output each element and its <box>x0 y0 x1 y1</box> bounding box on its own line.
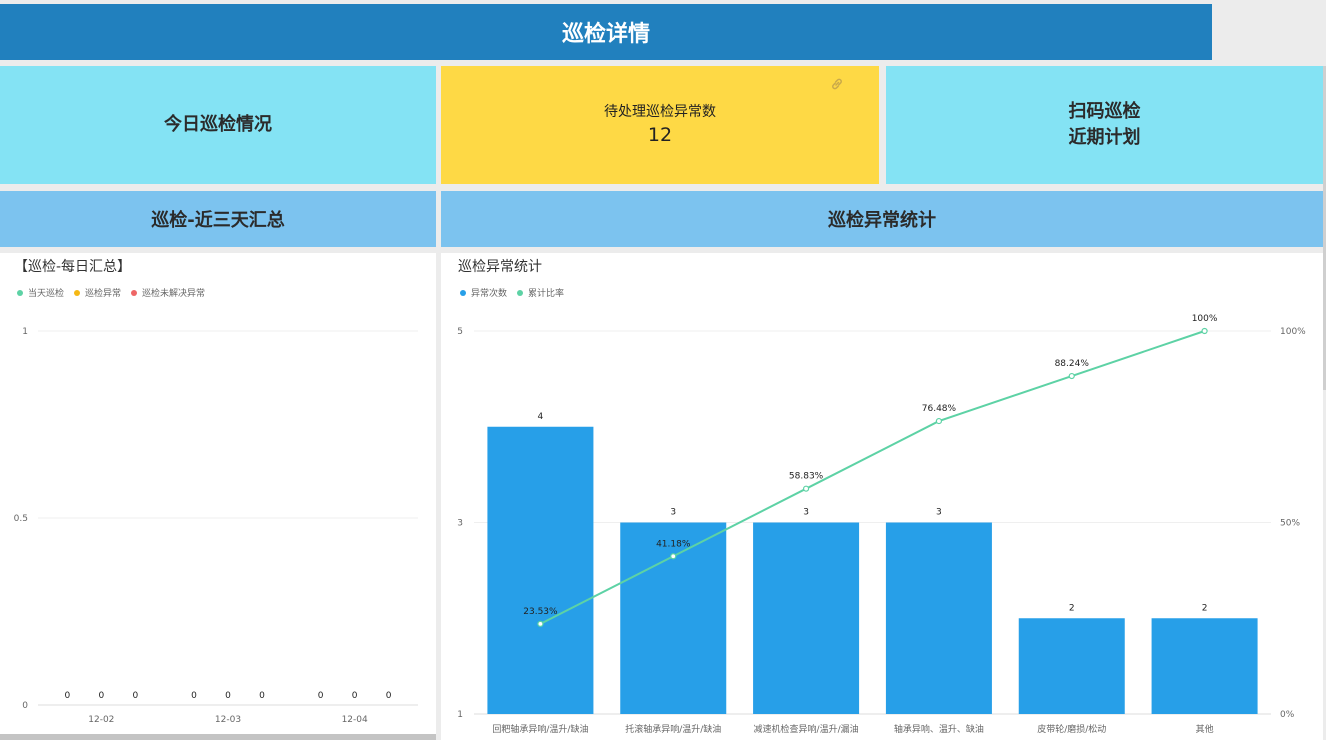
daily-summary-chart-panel: 【巡检-每日汇总】 当天巡检 巡检异常 巡检未解决异常 0 0.5 1 12-02 0 0… <box>0 253 436 740</box>
section-title: 巡检异常统计 <box>828 210 936 231</box>
legend-label: 异常次数 <box>471 289 508 299</box>
y-tick-label-right: 50% <box>1280 519 1300 529</box>
section-title: 巡检-近三天汇总 <box>151 210 285 231</box>
today-inspection-label: 今日巡检情况 <box>164 114 272 135</box>
x-tick-label: 12-04 <box>342 715 368 725</box>
chart-title: 【巡检-每日汇总】 <box>14 259 132 275</box>
legend-label: 巡检异常 <box>85 289 122 299</box>
y-tick-label: 0.5 <box>14 514 28 524</box>
x-tick-label: 12-03 <box>215 715 241 725</box>
daily-summary-chart: 0 0.5 1 12-02 0 0 0 12-03 0 0 0 12-04 0 0 0 <box>14 327 418 725</box>
y-tick-label-right: 100% <box>1280 327 1306 337</box>
legend-label: 当天巡检 <box>28 289 65 299</box>
line-point <box>670 553 677 560</box>
x-tick-label: 回粑轴承异响/温升/缺油 <box>492 723 588 735</box>
data-label: 0 <box>318 691 324 701</box>
legend-item[interactable]: 巡检异常 <box>74 286 121 299</box>
pending-abnormal-count: 12 <box>647 124 673 146</box>
legend-item[interactable]: 当天巡检 <box>17 286 64 299</box>
legend-dot-icon <box>131 289 138 296</box>
scan-plan-tile[interactable]: 扫码巡检 近期计划 <box>886 66 1323 184</box>
page-title: 巡检详情 <box>0 4 1212 60</box>
y-tick-label: 1 <box>22 327 28 337</box>
pending-abnormal-tile[interactable]: 待处理巡检异常数 12 <box>441 66 879 184</box>
legend-dot-icon <box>17 289 23 296</box>
link-icon[interactable] <box>829 74 845 90</box>
chart-bar <box>885 522 992 714</box>
vertical-scrollbar[interactable] <box>1323 66 1326 390</box>
data-label: 0 <box>191 691 197 701</box>
line-value-label: 41.18% <box>656 539 691 549</box>
abnormal-stats-chart: 1350%50%100%4回粑轴承异响/温升/缺油3托滚轴承异响/温升/缺油3减… <box>457 314 1306 735</box>
line-value-label: 100% <box>1192 314 1218 324</box>
y-tick-label: 0 <box>22 701 28 711</box>
bar-value-label: 4 <box>538 412 544 422</box>
line-point <box>537 620 544 627</box>
y-tick-label-left: 1 <box>457 710 463 720</box>
today-inspection-tile[interactable]: 今日巡检情况 <box>0 66 436 184</box>
horizontal-scrollbar[interactable] <box>0 734 436 740</box>
pending-abnormal-label: 待处理巡检异常数 <box>604 104 716 120</box>
legend-label: 巡检未解决异常 <box>142 289 206 299</box>
bar-value-label: 3 <box>803 508 809 518</box>
data-label: 0 <box>225 691 231 701</box>
bar-value-label: 3 <box>936 508 942 518</box>
section-header-three-day-summary: 巡检-近三天汇总 <box>0 191 436 247</box>
line-point <box>1068 372 1075 380</box>
chart-bar <box>1151 618 1258 714</box>
data-label: 0 <box>352 691 358 701</box>
x-tick-label: 托滚轴承异响/温升/缺油 <box>625 723 721 735</box>
x-tick-label: 轴承异响、温升、缺油 <box>894 723 984 735</box>
cumulative-ratio-line <box>539 330 1205 625</box>
recent-plan-label: 近期计划 <box>1068 127 1141 148</box>
bar-value-label: 3 <box>670 508 676 518</box>
y-tick-label-left: 3 <box>457 519 463 529</box>
data-label: 0 <box>259 691 265 701</box>
line-value-label: 76.48% <box>922 404 957 414</box>
line-point <box>802 485 810 492</box>
legend-dot-icon <box>74 289 81 296</box>
data-label: 0 <box>386 691 392 701</box>
chart-bar <box>1018 618 1125 714</box>
chart-bar <box>487 426 594 714</box>
section-header-abnormal-stats: 巡检异常统计 <box>441 191 1323 247</box>
x-tick-label: 其他 <box>1196 723 1214 735</box>
chart-bar <box>620 522 727 714</box>
x-tick-label: 12-02 <box>88 715 114 725</box>
legend-dot-icon <box>517 289 524 296</box>
y-tick-label-right: 0% <box>1280 710 1295 720</box>
legend-label: 累计比率 <box>528 289 565 299</box>
data-label: 0 <box>132 691 138 701</box>
abnormal-stats-chart-panel: 巡检异常统计 异常次数 累计比率 1 3 5 0% 50% 100% 4 回粑轴承异响/温升/… <box>441 253 1323 740</box>
line-point <box>935 417 943 425</box>
chart-legend: 当天巡检 巡检异常 巡检未解决异常 <box>17 286 205 299</box>
line-point <box>1201 327 1208 335</box>
line-value-label: 88.24% <box>1055 359 1090 369</box>
legend-dot-icon <box>460 289 466 296</box>
chart-legend: 异常次数 累计比率 <box>460 286 564 299</box>
chart-bar <box>753 522 860 714</box>
scan-inspection-label: 扫码巡检 <box>1068 101 1141 122</box>
data-label: 0 <box>98 691 104 701</box>
bar-value-label: 2 <box>1069 603 1075 613</box>
legend-item[interactable]: 异常次数 <box>460 286 507 299</box>
y-tick-label-left: 5 <box>457 327 463 337</box>
data-label: 0 <box>64 691 70 701</box>
x-tick-label: 减速机检查异响/温升/漏油 <box>754 723 859 735</box>
legend-item[interactable]: 巡检未解决异常 <box>131 286 205 299</box>
x-tick-label: 皮带轮/磨损/松动 <box>1037 723 1106 735</box>
chart-title: 巡检异常统计 <box>458 259 542 275</box>
line-value-label: 58.83% <box>789 472 824 482</box>
line-value-label: 23.53% <box>523 607 558 617</box>
bar-value-label: 2 <box>1202 603 1208 613</box>
legend-item[interactable]: 累计比率 <box>517 286 564 299</box>
